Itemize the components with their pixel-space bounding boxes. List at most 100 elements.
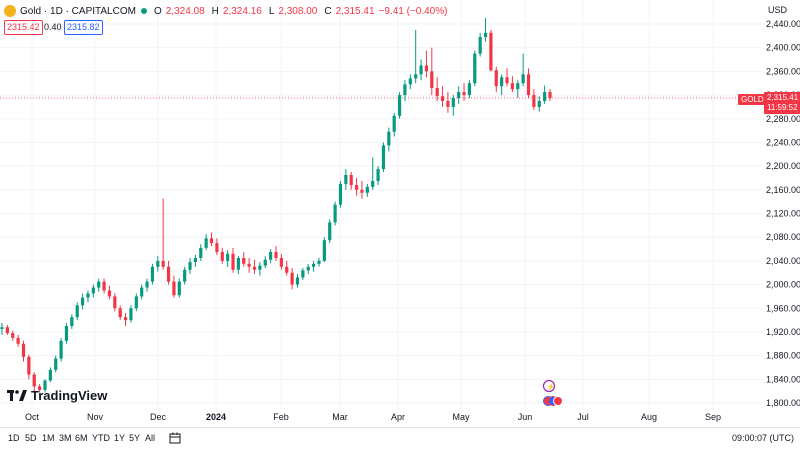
bar-countdown: 11:59:52 [767,103,798,112]
tradingview-logo[interactable]: TradingView [7,388,107,403]
price-tick-label: 2,000.00 [766,280,800,290]
candle-body [365,186,369,193]
utc-clock[interactable]: 09:00:07 (UTC) [731,433,794,443]
price-tick-label: 2,280.00 [766,114,800,124]
candle-body [123,317,128,321]
change-value: −9.41 (−0.40%) [378,5,448,17]
logo-text: TradingView [31,388,108,403]
range-5y[interactable]: 5Y [129,433,141,443]
candle-body [371,180,375,187]
chart-grid [0,0,762,410]
candle-body [91,287,95,294]
range-all[interactable]: All [145,433,156,443]
flag-icon[interactable] [553,396,563,406]
candle-body [301,270,305,278]
candle-body [521,74,525,84]
candle-body [435,87,439,97]
currency-selector[interactable]: USD [768,5,788,15]
candle-body [478,37,482,54]
candle-body [510,83,514,90]
legend-bar: Gold · 1D · CAPITALCOM O 2,324.08 H 2,324.… [4,3,447,19]
candle-body [317,260,321,264]
candle-body [204,238,208,248]
time-tick-label: Mar [332,412,348,422]
candle-body [11,333,15,338]
candle-body [145,281,149,288]
candle-body [86,293,90,298]
candle-body [516,83,520,90]
open-value: 2,324.08 [165,5,205,17]
buy-button[interactable]: 2315.82 [64,20,103,35]
candle-body [215,243,219,252]
market-status-icon [140,8,147,14]
candle-body [134,296,138,309]
candle-body [5,327,9,334]
candle-body [54,358,58,370]
time-tick-label: Jul [577,412,589,422]
candle-body [338,183,343,205]
sell-button[interactable]: 2315.42 [4,20,43,35]
candle-body [64,326,69,341]
candle-body [150,266,155,282]
candle-body [156,260,160,267]
candle-body [306,266,310,271]
event-icon[interactable] [542,379,556,393]
current-price: 2,315.41 [767,93,799,102]
candle-body [295,277,300,285]
candle-body [419,65,423,75]
candle-body [354,185,359,190]
candle-body [0,327,4,329]
price-axis[interactable]: 2,440.002,400.002,360.002,320.002,280.00… [766,19,800,408]
range-ytd[interactable]: YTD [92,433,110,443]
candle-body [32,374,36,387]
candlestick-series [0,18,552,393]
candle-body [107,290,112,297]
range-6m[interactable]: 6M [75,433,88,443]
candle-body [430,71,434,88]
time-tick-label: Dec [150,412,167,422]
candle-body [494,70,498,87]
candle-body [424,65,429,72]
candle-body [285,266,289,273]
candle-body [231,253,235,270]
candle-body [376,169,380,181]
time-axis[interactable]: Oct Nov Dec 2024 Feb Mar Apr May Jun Jul Aug Sep [25,412,721,422]
current-price-tag: 2,315.41 11:59:52 [764,92,800,114]
candle-body [27,356,31,375]
candle-body [263,259,267,266]
range-1m[interactable]: 1M [42,433,55,443]
candle-body [16,337,20,344]
open-label: O [153,5,162,17]
candle-body [467,83,472,96]
price-tick-label: 2,160.00 [766,185,800,195]
candle-body [70,317,74,327]
range-1y[interactable]: 1Y [114,433,126,443]
candle-body [220,251,224,261]
range-1d[interactable]: 1D [8,433,20,443]
candle-body [344,175,348,184]
calendar-icon[interactable] [169,432,181,444]
candle-body [209,238,214,244]
candle-body [177,281,181,296]
price-tick-label: 1,880.00 [766,351,800,361]
candle-body [489,32,493,71]
candle-body [440,96,445,101]
price-tick-label: 2,120.00 [766,209,800,219]
candle-body [387,131,391,146]
candle-body [333,204,337,223]
range-5d[interactable]: 5D [25,433,37,443]
close-value: 2,315.41 [335,5,375,17]
event-markers[interactable]: ⚡ [542,379,563,406]
range-3m[interactable]: 3M [59,433,72,443]
candle-body [252,266,257,270]
symbol-title[interactable]: Gold · 1D · CAPITALCOM [20,5,136,17]
candle-body [274,251,278,258]
candle-body [102,281,106,291]
candle-body [118,308,122,318]
candle-body [43,380,47,390]
candle-body [397,95,402,116]
price-chart[interactable]: 2,440.002,400.002,360.002,320.002,280.00… [0,0,800,427]
candle-body [80,297,85,306]
time-tick-label: Oct [25,412,40,422]
price-tick-label: 2,040.00 [766,256,800,266]
